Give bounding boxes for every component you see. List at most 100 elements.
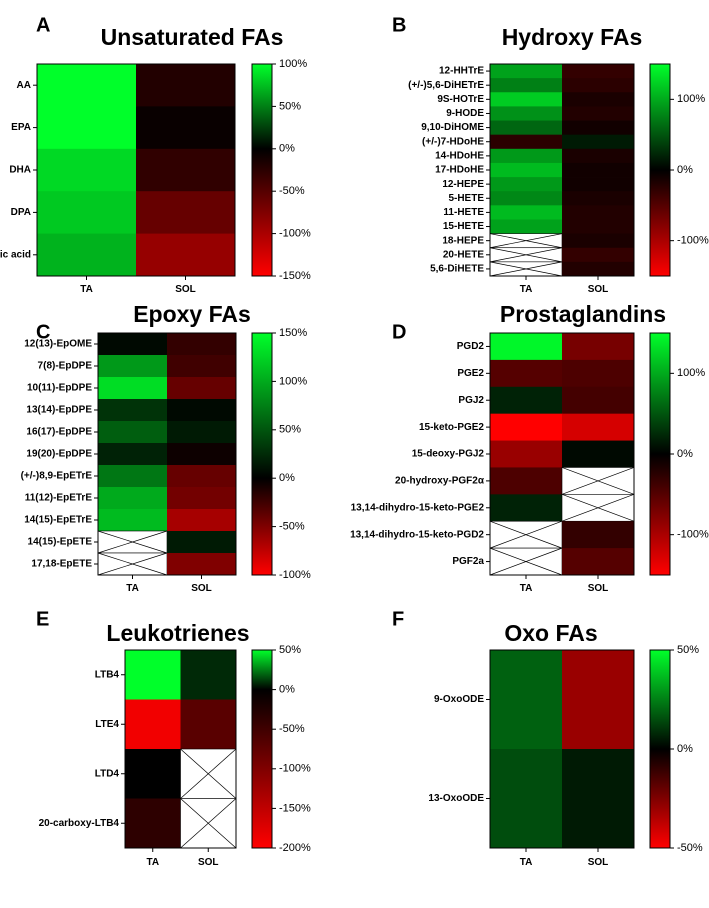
panel-f-heatmap-border [489, 649, 635, 849]
heatmap-cell-14-hdohe-sol [562, 148, 635, 164]
heatmap-cell-ltb4-sol [180, 650, 237, 700]
column-label-ta: TA [80, 284, 93, 295]
heatmap-cell-13-14-epdpe-ta [98, 399, 168, 422]
panel-f: F Oxo FAs 9-OxoODE 13-OxoODE TA SOL 50% 0% -50% [392, 609, 703, 868]
panel-b-title: Hydroxy FAs [502, 24, 643, 50]
colorbar-tick-label: 0% [279, 472, 295, 484]
colorbar-tick-label: 100% [279, 58, 307, 70]
row-label-10-11-epdpe: 10(11)-EpDPE [27, 383, 92, 394]
heatmap-cell-16-17-epdpe-sol [167, 421, 237, 444]
heatmap-cell-15-hete-ta [490, 219, 563, 234]
row-label-13-oxoode: 13-OxoODE [428, 793, 484, 804]
heatmap-cell-12-hepe-ta [490, 177, 563, 192]
panel-d-label: D [392, 322, 406, 344]
heatmap-cell-20-hydroxy-pgf2-sol-missing [561, 467, 635, 495]
colorbar-tick-label: 0% [677, 448, 693, 460]
colorbar-tick-label: -100% [279, 763, 311, 775]
heatmap-cell-12-hhtre-ta [490, 64, 563, 79]
row-label-12-hepe: 12-HEPE [442, 179, 484, 190]
column-label-ta: TA [126, 583, 139, 594]
heatmap-cell-pgf2a-sol [562, 548, 635, 576]
heatmap-cell-20-hete-sol [562, 247, 635, 263]
colorbar-tick-label: -50% [279, 521, 305, 533]
row-label-dha: DHA [9, 165, 31, 176]
panel-a-colorbar [251, 63, 273, 277]
colorbar-tick-label: -200% [279, 842, 311, 854]
colorbar-tick-label: -50% [279, 723, 305, 735]
heatmap-cell-epa-ta [37, 106, 137, 150]
row-label-epa: EPA [11, 122, 31, 133]
colorbar-tick-label: -100% [677, 529, 709, 541]
colorbar-tick-label: 0% [279, 684, 295, 696]
row-label-aa: AA [17, 80, 31, 91]
heatmap-cell-7-8-epdpe-sol [167, 355, 237, 378]
heatmap-cell-10-11-epdpe-sol [167, 377, 237, 400]
panel-c: C Epoxy FAs 12(13)-EpOME 7(8)-EpDPE 10(11)-E… [21, 301, 311, 594]
heatmap-cell-dha-sol [136, 148, 236, 192]
panel-c-label: C [36, 322, 50, 344]
panel-e-label: E [36, 609, 49, 631]
panel-e-heatmap-border [124, 649, 237, 849]
row-label-pgd2: PGD2 [457, 341, 485, 352]
heatmap-cell-9-10-dihome-ta [490, 120, 563, 136]
heatmap-cell-13-14-dihydro-15-keto-pgd2-sol [562, 521, 635, 549]
row-label-pgj2: PGJ2 [458, 395, 484, 406]
heatmap-cell-9-hode-sol [562, 106, 635, 121]
row-label-12-13-epome: 12(13)-EpOME [24, 339, 92, 350]
heatmap-cell-adrenic-acid-ta [37, 233, 137, 277]
heatmap-cell-15-deoxy-pgj2-ta [490, 440, 563, 468]
row-label-20-hydroxy-pgf2: 20-hydroxy-PGF2α [395, 476, 485, 487]
colorbar-tick-label: 50% [279, 644, 301, 656]
panel-a-title: Unsaturated FAs [101, 24, 284, 50]
heatmap-cell-15-keto-pge2-ta [490, 413, 563, 441]
column-label-sol: SOL [175, 284, 196, 295]
row-label-15-keto-pge2: 15-keto-PGE2 [419, 422, 484, 433]
heatmap-cell-pgd2-sol [562, 333, 635, 361]
heatmap-cell-dpa-sol [136, 191, 236, 234]
column-label-sol: SOL [588, 857, 609, 868]
panel-c-title: Epoxy FAs [133, 301, 251, 327]
heatmap-cell-pge2-ta [490, 359, 563, 388]
heatmap-cell-12-13-epome-ta [98, 333, 168, 356]
row-label-5-6-dihetre: (+/-)5,6-DiHETrE [408, 80, 484, 91]
heatmap-cell-5-6-dihete-sol [562, 261, 635, 277]
panel-b: B Hydroxy FAs 12-HHTrE (+/-)5,6-DiHETrE 9S-H… [392, 15, 709, 295]
colorbar-tick-label: 50% [677, 644, 699, 656]
heatmap-cell-13-14-epdpe-sol [167, 399, 237, 422]
row-label-17-18-epete: 17,18-EpETE [31, 559, 92, 570]
heatmap-cell-19-20-epdpe-sol [167, 443, 237, 466]
heatmap-cell-14-15-epetre-sol [167, 509, 237, 532]
row-label-14-hdohe: 14-HDoHE [435, 151, 484, 162]
panel-e: E Leukotrienes LTB4 LTE4 LTD4 20-carboxy-LTB4… [36, 609, 311, 868]
panel-a-label: A [36, 15, 50, 37]
panel-d-title: Prostaglandins [500, 301, 666, 327]
heatmap-cell-ltd4-ta [125, 749, 181, 799]
colorbar-tick-label: -100% [677, 235, 709, 247]
missing-cross-line [489, 261, 563, 277]
heatmap-cell-12-hepe-sol [562, 177, 635, 192]
panel-f-label: F [392, 609, 404, 631]
heatmap-cell-20-hete-ta-missing [489, 247, 563, 263]
heatmap-cell-20-hydroxy-pgf2-ta [490, 467, 563, 495]
row-label-12-hhtre: 12-HHTrE [439, 66, 484, 77]
row-label-7-8-epdpe: 7(8)-EpDPE [38, 361, 93, 372]
panel-b-colorbar [649, 63, 671, 277]
row-label-5-6-dihete: 5,6-DiHETE [430, 264, 484, 275]
colorbar-tick-label: 100% [677, 93, 705, 105]
heatmap-cell-5-6-dihete-ta-missing [489, 261, 563, 277]
panel-a: A Unsaturated FAs AA EPA DHA DPA Adrenic acid T… [0, 15, 311, 295]
row-label-15-deoxy-pgj2: 15-deoxy-PGJ2 [412, 449, 485, 460]
row-label-13-14-dihydro-15-keto-pgd2: 13,14-dihydro-15-keto-PGD2 [350, 529, 484, 540]
heatmap-cell-adrenic-acid-sol [136, 233, 236, 277]
heatmap-cell-lte4-sol [180, 699, 237, 750]
colorbar-tick-label: -100% [279, 228, 311, 240]
colorbar-tick-label: -150% [279, 270, 311, 282]
row-label-8-9-epetre: (+/-)8,9-EpETrE [21, 471, 93, 482]
column-label-sol: SOL [191, 583, 212, 594]
colorbar-tick-label: -50% [677, 842, 703, 854]
heatmap-cell-11-12-epetre-ta [98, 487, 168, 510]
heatmap-cell-11-12-epetre-sol [167, 487, 237, 510]
colorbar-tick-label: 0% [677, 164, 693, 176]
heatmap-cell-pgd2-ta [490, 333, 563, 361]
heatmap-cell-14-15-epete-ta-missing [97, 530, 168, 554]
